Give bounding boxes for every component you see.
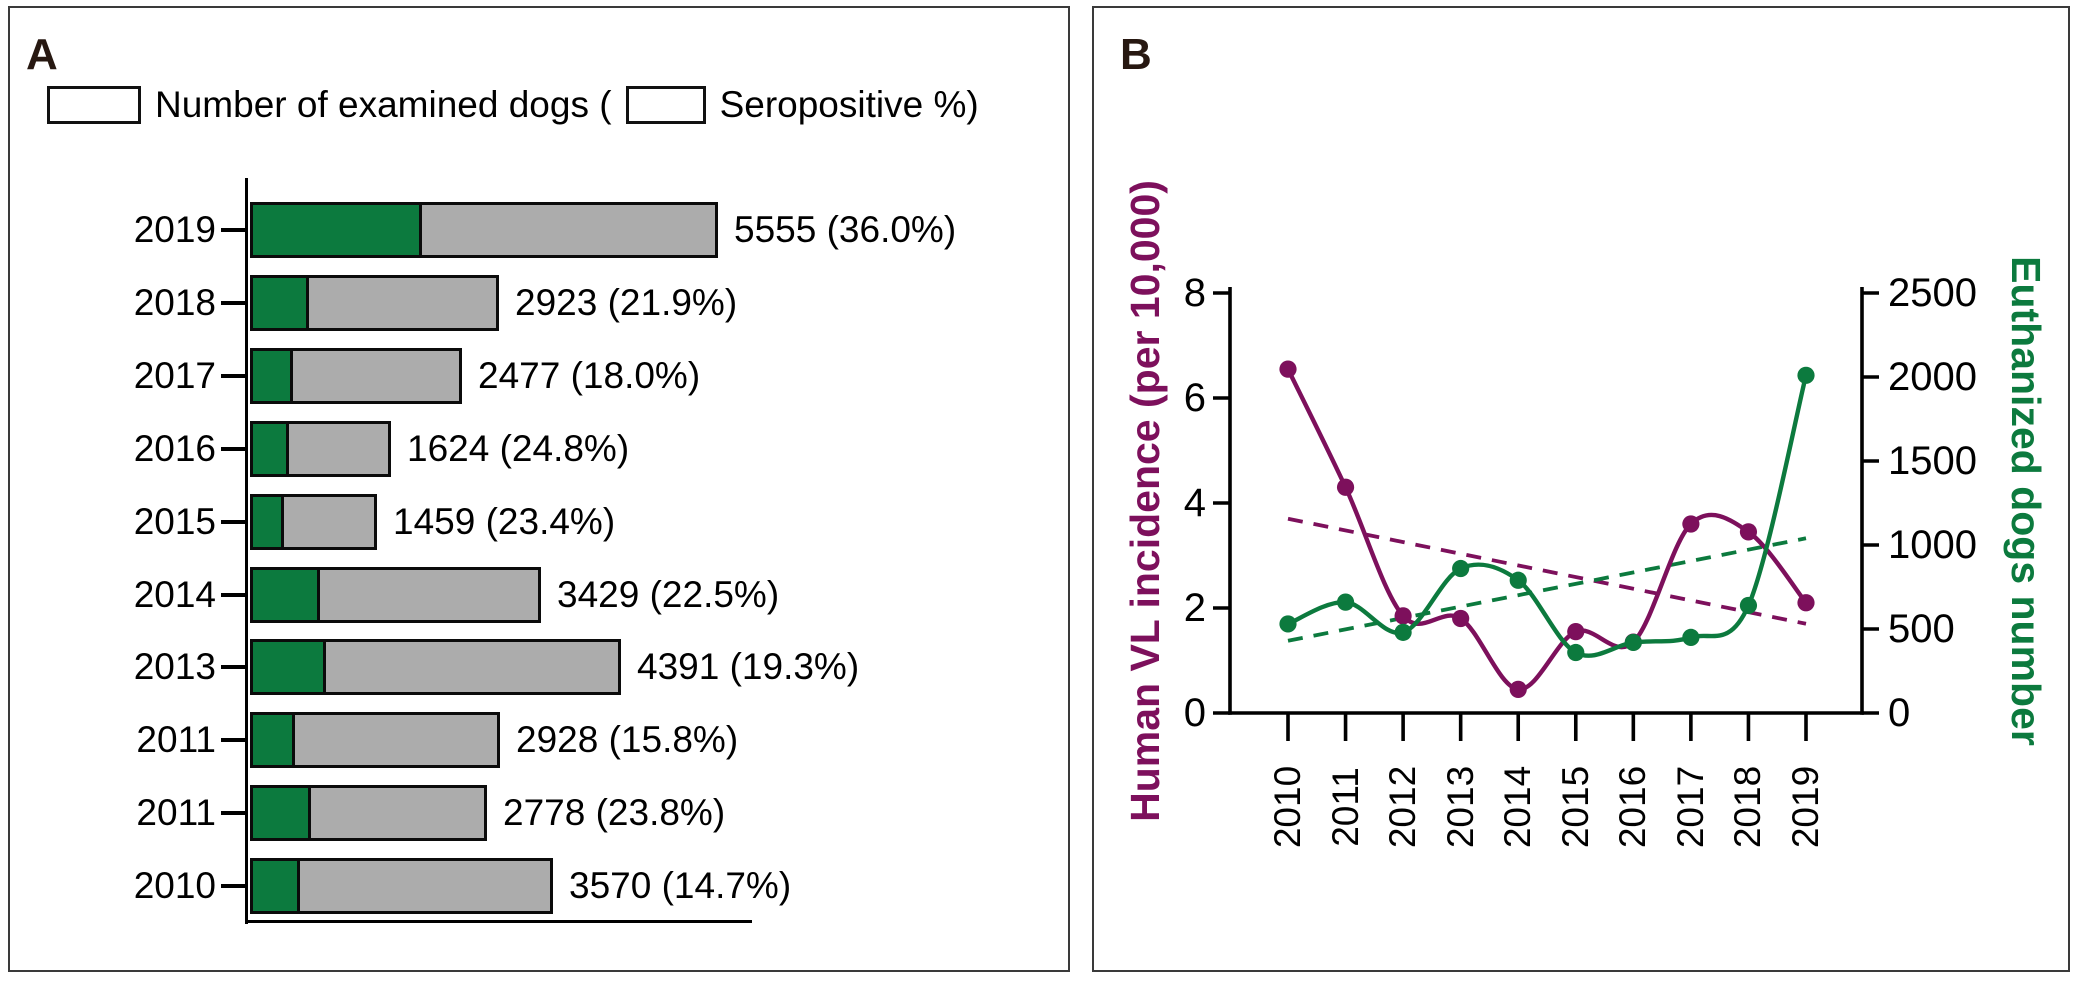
x-axis-year-label: 2013 <box>1439 765 1481 849</box>
right-axis-tick-label: 2500 <box>1888 271 1977 315</box>
x-axis-year-label: 2014 <box>1497 765 1539 849</box>
bar-year-tick-mark <box>221 665 245 670</box>
examined-dogs-swatch <box>47 86 141 124</box>
seropositive-bar-segment <box>253 861 300 912</box>
seropositive-bar-segment <box>253 715 295 766</box>
bar-value-label: 2477 (18.0%) <box>478 354 701 396</box>
bar-value-label: 5555 (36.0%) <box>734 209 957 250</box>
bar-year-label: 2018 <box>133 281 216 323</box>
right-axis-tick-label: 1500 <box>1888 439 1977 483</box>
panel-b-label: B <box>1120 30 1152 79</box>
examined-dogs-bar <box>250 785 487 842</box>
seropositive-bar-segment <box>253 642 326 693</box>
left-axis-tick-label: 8 <box>1183 271 1206 315</box>
bar-value-label: 3570 (14.7%) <box>569 865 792 907</box>
bar-year-tick-mark <box>221 519 245 524</box>
bar-value-label: 2923 (21.9%) <box>515 281 738 323</box>
bar-year-label: 2016 <box>133 427 216 469</box>
examined-dogs-bar <box>250 566 541 623</box>
examined-dogs-bar <box>250 274 499 331</box>
bar-year-label: 2013 <box>133 646 216 688</box>
left-axis-tick-label: 6 <box>1183 376 1206 420</box>
bar-year-label: 2015 <box>133 500 216 542</box>
x-axis-year-label: 2015 <box>1554 765 1596 849</box>
bar-value-label: 3429 (22.5%) <box>557 573 780 615</box>
examined-dogs-bar <box>250 420 391 477</box>
seropositive-bar-segment <box>253 569 320 620</box>
right-axis-tick-label: 1000 <box>1888 523 1977 567</box>
seropositive-bar-segment <box>253 788 311 839</box>
x-axis-year-label: 2012 <box>1382 765 1424 849</box>
bar-year-label: 2010 <box>133 865 216 907</box>
left-axis-tick-label: 4 <box>1183 481 1206 525</box>
seropositive-bar-segment <box>253 496 284 547</box>
bar-value-label: 2928 (15.8%) <box>516 719 739 761</box>
seropositive-legend-label: Seropositive %) <box>719 84 979 125</box>
bar-year-tick-mark <box>221 811 245 816</box>
bar-year-tick-mark <box>221 884 245 889</box>
bar-value-label: 1459 (23.4%) <box>393 500 616 542</box>
bar-value-label: 1624 (24.8%) <box>407 427 630 469</box>
seropositive-bar-segment <box>253 205 422 255</box>
x-axis-year-label: 2011 <box>1324 767 1366 847</box>
bar-year-tick-mark <box>221 373 245 378</box>
seropositive-swatch <box>625 86 706 124</box>
seropositive-bar-segment <box>253 277 309 328</box>
panel-a-label: A <box>26 30 58 79</box>
seropositive-bar-segment <box>253 350 293 401</box>
panel-a: A <box>8 6 1070 972</box>
examined-dogs-bar <box>250 712 500 769</box>
panel-a-x-axis-line <box>245 920 752 923</box>
panel-a-y-axis-line <box>245 178 248 924</box>
bar-year-label: 2011 <box>136 792 216 834</box>
bar-year-label: 2011 <box>136 719 216 761</box>
examined-dogs-bar <box>250 858 553 915</box>
examined-dogs-bar <box>250 639 621 696</box>
x-axis-year-label: 2018 <box>1727 765 1769 849</box>
bar-year-label: 2019 <box>133 209 216 250</box>
left-axis-tick-label: 0 <box>1183 691 1206 735</box>
bar-year-label: 2017 <box>133 354 216 396</box>
bar-value-label: 2778 (23.8%) <box>503 792 726 834</box>
bar-year-label: 2014 <box>133 573 216 615</box>
examined-dogs-bar <box>250 202 718 258</box>
examined-dogs-bar <box>250 493 377 550</box>
right-axis-tick-label: 2000 <box>1888 355 1977 399</box>
bar-year-tick-mark <box>221 738 245 743</box>
x-axis-year-label: 2010 <box>1267 765 1308 849</box>
panel-a-legend: Number of examined dogs ( Seropositive %… <box>47 84 979 126</box>
seropositive-bar-segment <box>253 423 289 474</box>
bar-year-tick-mark <box>221 300 245 305</box>
bar-year-tick-mark <box>221 446 245 451</box>
left-axis-tick-label: 2 <box>1183 586 1206 630</box>
x-axis-year-label: 2016 <box>1612 765 1654 849</box>
right-axis-tick-label: 0 <box>1888 691 1911 735</box>
x-axis-year-label: 2017 <box>1669 765 1711 849</box>
examined-dogs-bar <box>250 347 462 404</box>
examined-dogs-legend-label: Number of examined dogs ( <box>155 84 612 125</box>
bar-year-tick-mark <box>221 592 245 597</box>
bar-value-label: 4391 (19.3%) <box>637 646 860 688</box>
right-axis-tick-label: 500 <box>1888 607 1955 651</box>
bar-year-tick-mark <box>221 228 245 232</box>
x-axis-year-label: 2019 <box>1785 765 1826 849</box>
